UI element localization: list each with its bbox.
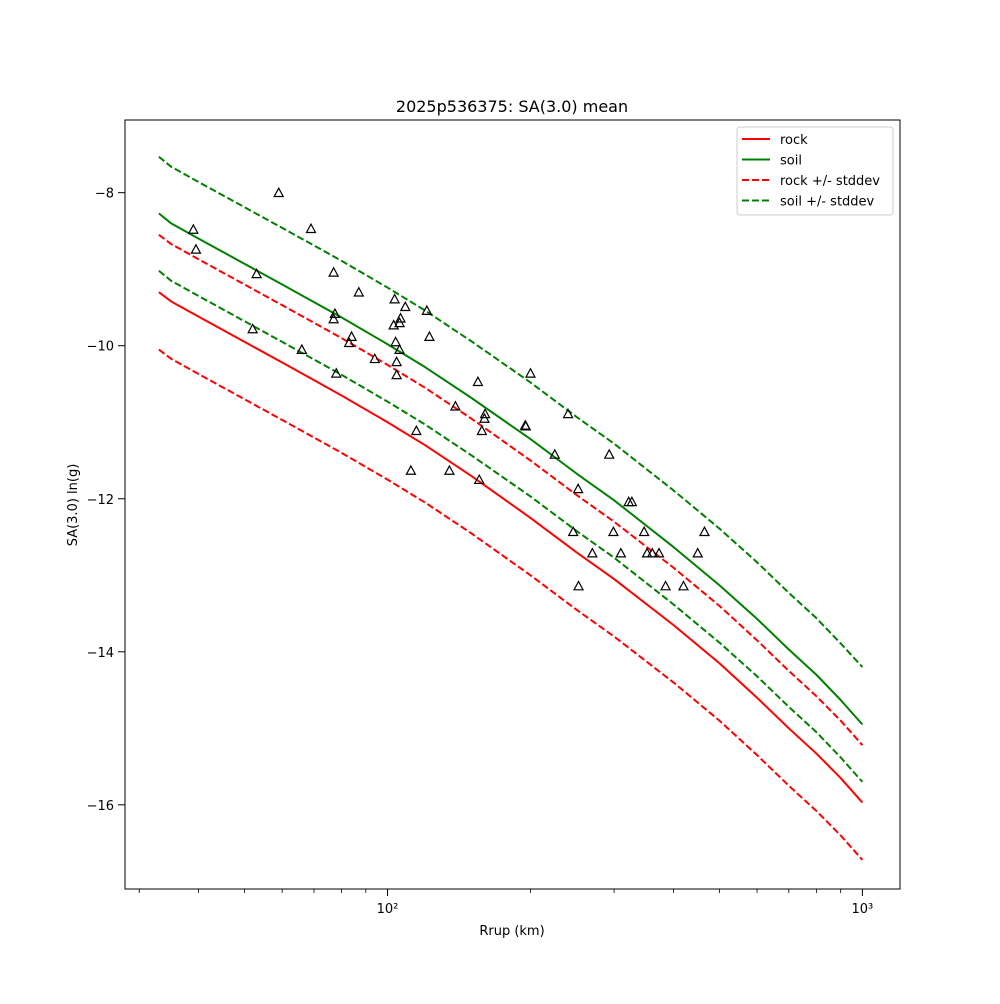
observation-point-27 [423, 330, 435, 341]
observation-point-28 [443, 464, 455, 475]
observation-point-29 [449, 400, 461, 411]
observation-point-51 [646, 547, 658, 558]
observation-point-6 [305, 222, 317, 234]
chart-title: 2025p536375: SA(3.0) mean [396, 97, 628, 116]
y-tick-label-1: −10 [87, 340, 114, 355]
observation-point-56 [698, 525, 710, 537]
observation-point-48 [626, 496, 638, 507]
observation-point-8 [328, 313, 340, 324]
y-tick-label-2: −12 [87, 493, 114, 508]
legend-label-0: rock [780, 133, 808, 148]
observation-point-13 [353, 286, 365, 297]
legend-label-2: rock +/- stddev [780, 174, 880, 189]
observation-point-38 [549, 448, 561, 459]
y-axis-label: SA(3.0) ln(g) [66, 464, 81, 547]
observation-point-43 [586, 547, 598, 558]
observation-point-54 [677, 580, 689, 591]
observation-point-55 [692, 547, 704, 558]
observation-point-12 [346, 330, 358, 341]
observation-point-30 [472, 375, 484, 387]
x-tick-label-1: 10³ [852, 902, 874, 917]
observation-point-2 [247, 323, 259, 334]
observation-point-14 [369, 352, 381, 364]
observation-point-24 [405, 464, 417, 475]
observation-point-41 [572, 483, 584, 494]
observation-point-46 [615, 547, 627, 558]
observation-point-44 [603, 448, 615, 459]
observation-point-9 [329, 307, 341, 319]
observation-point-36 [520, 420, 532, 431]
observation-point-4 [273, 186, 285, 198]
observation-point-53 [660, 580, 672, 591]
legend-label-1: soil [780, 154, 802, 169]
observation-point-22 [395, 312, 407, 323]
legend-label-3: soil +/- stddev [780, 195, 875, 210]
observation-point-19 [391, 369, 403, 380]
series-line-1 [158, 212, 864, 726]
observation-point-23 [399, 300, 411, 312]
observation-point-10 [330, 367, 342, 378]
observation-point-20 [394, 343, 406, 354]
observation-point-5 [296, 343, 308, 354]
observation-point-34 [479, 408, 491, 419]
observation-point-17 [390, 336, 402, 347]
observation-point-31 [473, 473, 485, 485]
y-tick-label-0: −8 [95, 187, 114, 202]
observation-point-16 [389, 293, 401, 304]
observation-point-1 [190, 243, 202, 254]
observation-point-26 [421, 304, 433, 315]
x-tick-label-0: 10² [377, 902, 399, 917]
series-line-5 [158, 269, 864, 783]
observation-point-0 [187, 223, 199, 234]
observation-point-11 [343, 336, 355, 348]
legend: rock soil rock +/- stddev soil +/- stddev [736, 126, 894, 216]
observation-point-42 [573, 580, 585, 591]
y-tick-label-4: −16 [87, 799, 114, 814]
axes-frame [124, 119, 901, 890]
plot-area [158, 155, 864, 861]
x-axis-label: Rrup (km) [479, 924, 544, 939]
legend-box [736, 126, 894, 216]
y-tick-label-3: −14 [87, 646, 114, 661]
observation-point-32 [476, 424, 488, 436]
series-line-3 [158, 348, 864, 861]
series-line-0 [158, 291, 864, 804]
series-line-2 [158, 233, 864, 746]
observation-point-52 [653, 547, 665, 558]
observation-point-25 [410, 424, 422, 436]
axes: 10² 10³ −8 −10 −12 −14 −16 [87, 119, 901, 917]
observation-point-49 [638, 525, 650, 537]
observation-point-50 [641, 547, 653, 558]
observation-point-40 [567, 525, 579, 537]
observation-point-3 [251, 268, 263, 279]
observation-point-37 [524, 367, 536, 378]
observation-point-18 [391, 356, 403, 367]
observation-point-45 [607, 525, 619, 537]
series-line-4 [158, 155, 864, 668]
observation-point-39 [562, 408, 574, 419]
observation-point-7 [328, 266, 340, 277]
